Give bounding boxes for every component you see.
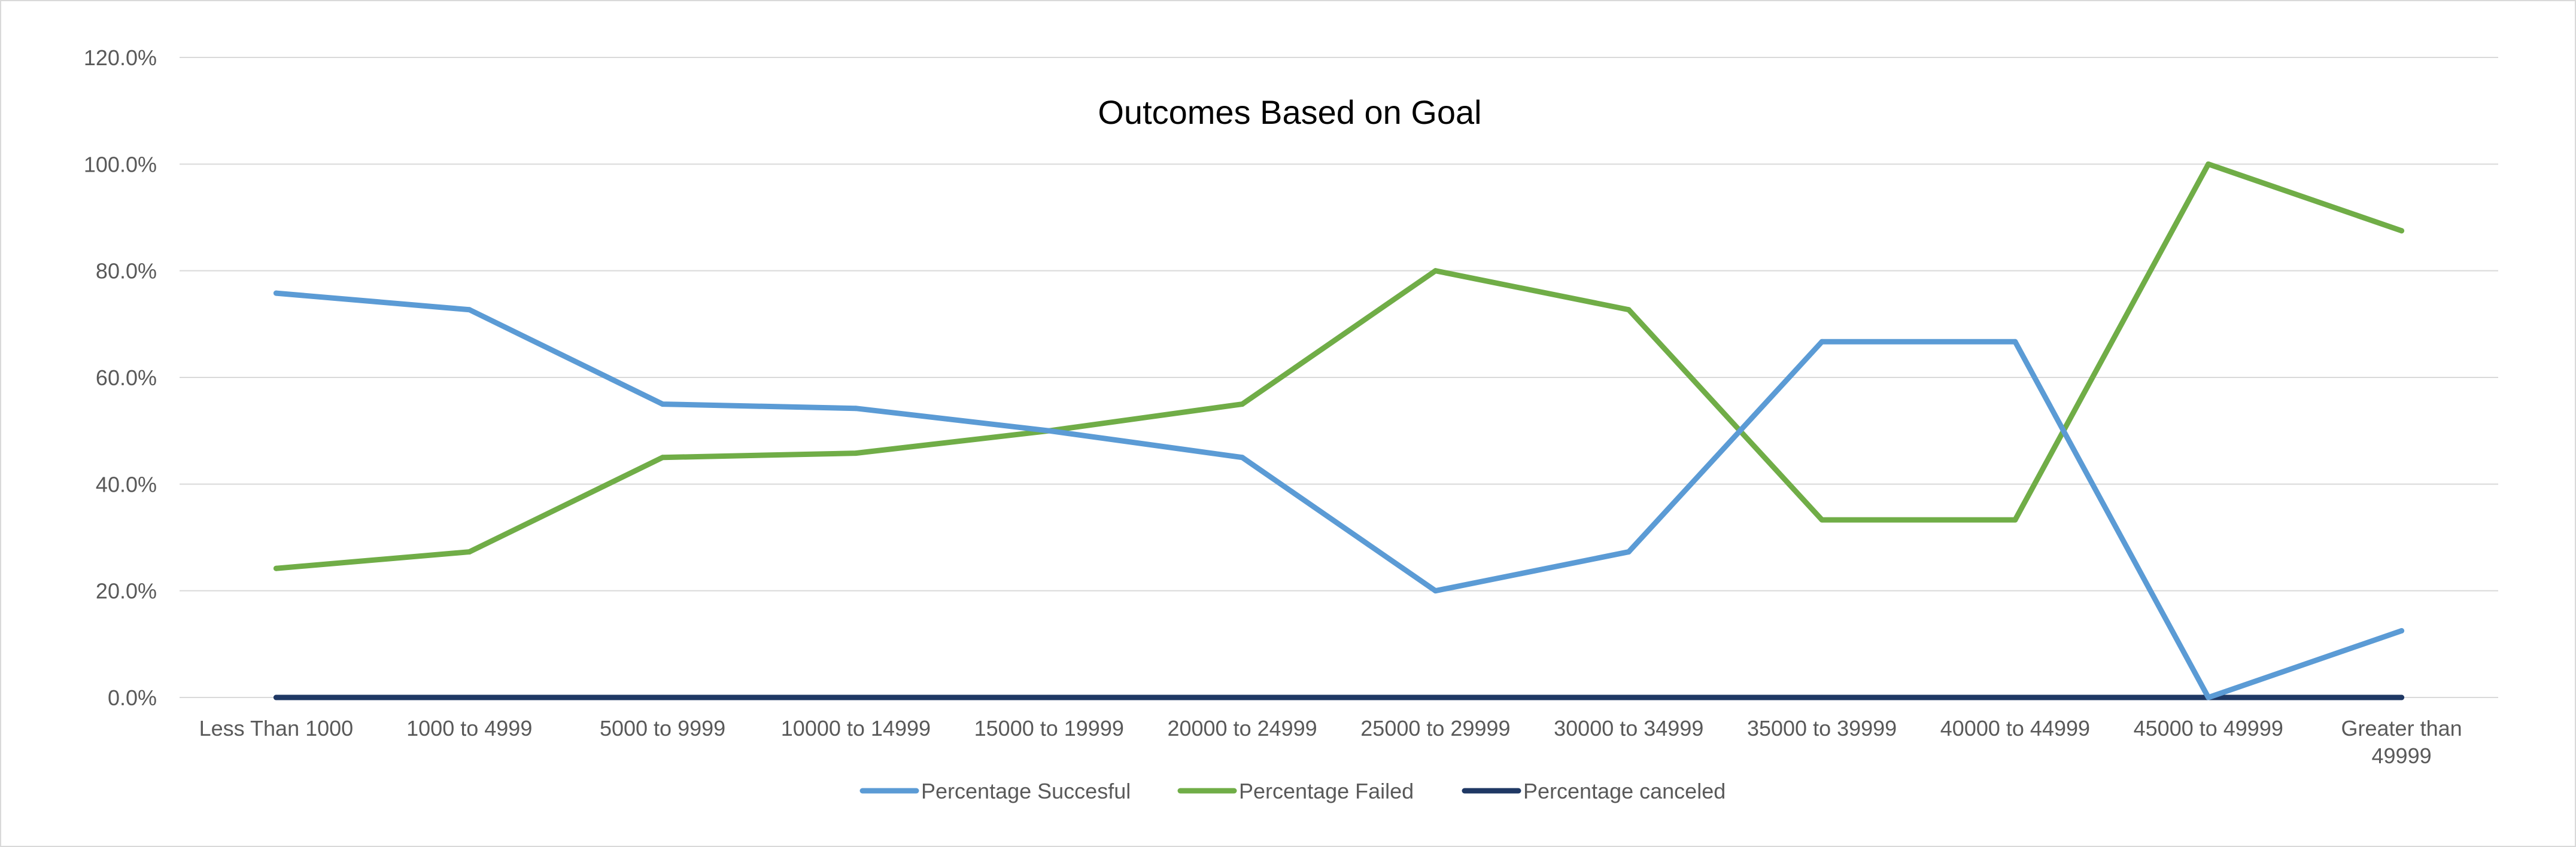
data-point: [1626, 694, 1632, 700]
data-point: [2012, 517, 2018, 523]
series-lines: [273, 161, 2405, 700]
data-point: [1240, 694, 1246, 700]
y-tick-label: 80.0%: [96, 259, 157, 284]
data-point: [1046, 428, 1052, 434]
x-tick-label: 10000 to 14999: [781, 716, 931, 741]
data-point: [273, 694, 279, 700]
data-point: [1432, 588, 1438, 594]
data-point: [660, 455, 666, 461]
y-tick-label: 60.0%: [96, 365, 157, 390]
data-point: [2012, 694, 2018, 700]
data-point: [2399, 694, 2405, 700]
data-point: [1240, 401, 1246, 407]
data-point: [2012, 339, 2018, 345]
y-tick-label: 0.0%: [108, 685, 157, 710]
data-point: [853, 406, 859, 412]
x-tick-label: 45000 to 49999: [2134, 716, 2283, 741]
data-point: [2206, 694, 2212, 700]
data-point: [2399, 628, 2405, 634]
data-point: [466, 307, 472, 313]
data-point: [1819, 694, 1825, 700]
series-line-percentage-failed: [273, 161, 2405, 571]
gridlines: [180, 57, 2498, 698]
y-axis-tick-labels: 0.0% 20.0% 40.0% 60.0% 80.0% 100.0% 120.0%: [84, 45, 157, 710]
legend-label: Percentage Failed: [1239, 779, 1414, 803]
data-point: [660, 401, 666, 407]
data-point: [273, 565, 279, 571]
data-point: [1046, 694, 1052, 700]
data-point: [273, 290, 279, 296]
chart-title: Outcomes Based on Goal: [1098, 93, 1481, 131]
x-tick-label: 35000 to 39999: [1747, 716, 1897, 741]
y-tick-label: 20.0%: [96, 579, 157, 604]
data-point: [1819, 339, 1825, 345]
y-tick-label: 120.0%: [84, 45, 157, 70]
x-tick-label: 1000 to 4999: [406, 716, 532, 741]
x-tick-label: 5000 to 9999: [600, 716, 725, 741]
legend: Percentage Succesful Percentage Failed Per…: [859, 779, 1726, 803]
x-tick-label: Less Than 1000: [199, 716, 354, 741]
x-tick-label: 30000 to 34999: [1554, 716, 1703, 741]
y-tick-label: 100.0%: [84, 152, 157, 176]
legend-label: Percentage canceled: [1523, 779, 1726, 803]
data-point: [1432, 694, 1438, 700]
data-point: [1626, 549, 1632, 555]
x-tick-label: 15000 to 19999: [974, 716, 1124, 741]
data-point: [466, 549, 472, 555]
x-tick-label: 20000 to 24999: [1167, 716, 1317, 741]
data-point: [1819, 517, 1825, 523]
data-point: [2206, 161, 2212, 167]
data-point: [853, 694, 859, 700]
data-point: [1626, 307, 1632, 313]
legend-label: Percentage Succesful: [921, 779, 1131, 803]
data-point: [1240, 455, 1246, 461]
x-tick-label: 25000 to 29999: [1360, 716, 1510, 741]
x-axis-tick-labels: Less Than 1000 1000 to 4999 5000 to 9999 10…: [199, 716, 2462, 768]
data-point: [2399, 228, 2405, 234]
data-point: [853, 450, 859, 456]
series-line-percentage-succesful: [273, 290, 2405, 700]
data-point: [660, 694, 666, 700]
y-tick-label: 40.0%: [96, 472, 157, 496]
x-tick-label: Greater than 49999: [2341, 716, 2462, 768]
x-tick-label: 40000 to 44999: [1940, 716, 2090, 741]
data-point: [466, 694, 472, 700]
data-point: [1432, 268, 1438, 274]
